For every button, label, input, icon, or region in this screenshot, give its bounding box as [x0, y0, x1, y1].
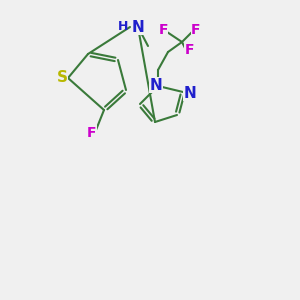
Text: H: H	[118, 20, 128, 34]
Text: F: F	[158, 23, 168, 37]
Text: S: S	[56, 70, 68, 85]
Text: F: F	[191, 23, 201, 37]
Text: N: N	[132, 20, 144, 34]
Text: F: F	[87, 126, 97, 140]
Text: F: F	[184, 43, 194, 57]
Text: N: N	[184, 85, 196, 100]
Text: N: N	[150, 77, 162, 92]
